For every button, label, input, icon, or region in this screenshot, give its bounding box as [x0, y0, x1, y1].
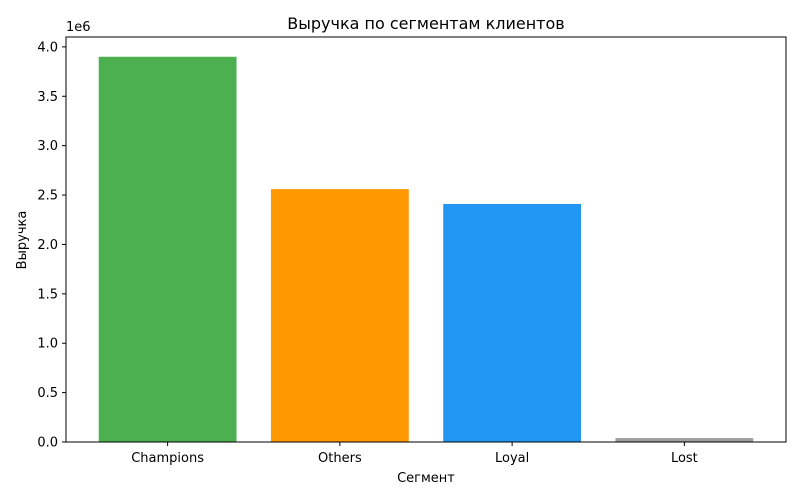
bars-layer	[98, 56, 754, 442]
bar-loyal	[443, 203, 582, 442]
bar-others	[270, 189, 409, 442]
y-tick-label: 0.0	[37, 436, 58, 451]
y-tick-label: 3.5	[37, 90, 58, 105]
plot-frame	[65, 36, 787, 443]
x-axis-label: Сегмент	[397, 471, 455, 486]
y-tick-label: 1.0	[37, 337, 58, 352]
y-tick-label: 4.0	[37, 40, 58, 55]
y-axis-scale-label: 1e6	[66, 20, 91, 35]
y-tick-label: 2.5	[37, 189, 58, 204]
x-tick-label: Champions	[131, 451, 204, 466]
y-tick-label: 3.0	[37, 139, 58, 154]
y-tick-label: 2.0	[37, 238, 58, 253]
x-tick-label: Loyal	[495, 451, 529, 466]
x-axis: Champions Others Loyal Lost	[131, 442, 698, 466]
y-tick-label: 1.5	[37, 287, 58, 302]
bar-champions	[98, 56, 237, 442]
chart-title: Выручка по сегментам клиентов	[287, 14, 564, 33]
x-tick-label: Lost	[671, 451, 698, 466]
y-axis-label: Выручка	[15, 211, 30, 270]
y-axis: 0.0 0.5 1.0 1.5 2.0 2.5 3.0 3.5 4.0	[37, 40, 66, 451]
y-tick-label: 0.5	[37, 386, 58, 401]
x-tick-label: Others	[318, 451, 362, 466]
bar-lost	[615, 438, 754, 442]
